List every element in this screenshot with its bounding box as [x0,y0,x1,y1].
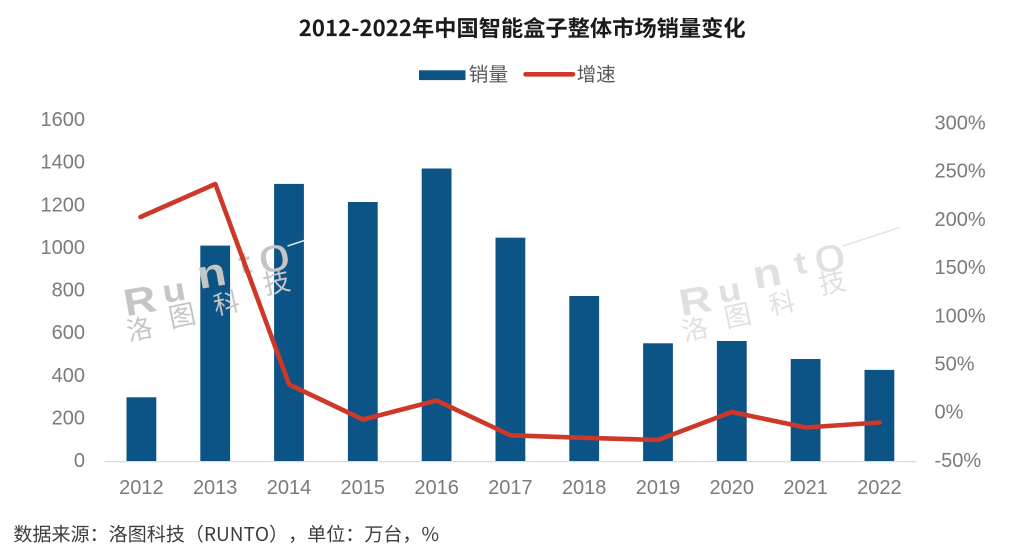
svg-text:1200: 1200 [41,194,86,216]
svg-text:0: 0 [74,450,85,472]
svg-text:2014: 2014 [267,477,312,499]
svg-text:150%: 150% [935,257,986,279]
svg-text:200: 200 [52,408,85,430]
svg-text:1000: 1000 [41,237,86,259]
svg-text:0%: 0% [935,402,964,424]
svg-text:2015: 2015 [341,477,386,499]
svg-text:2018: 2018 [562,477,607,499]
svg-text:800: 800 [52,280,85,302]
svg-text:2016: 2016 [414,477,459,499]
svg-text:400: 400 [52,365,85,387]
svg-text:-50%: -50% [935,450,982,472]
svg-text:50%: 50% [935,354,975,376]
svg-text:2020: 2020 [710,477,755,499]
svg-text:2013: 2013 [193,477,238,499]
svg-text:250%: 250% [935,161,986,183]
svg-text:2021: 2021 [783,477,828,499]
svg-text:1400: 1400 [41,152,86,174]
svg-text:200%: 200% [935,209,986,231]
svg-text:2019: 2019 [636,477,681,499]
svg-text:2017: 2017 [488,477,533,499]
svg-text:300%: 300% [935,113,986,135]
svg-text:600: 600 [52,322,85,344]
svg-text:2012: 2012 [119,477,164,499]
svg-text:100%: 100% [935,305,986,327]
svg-text:1600: 1600 [41,109,86,131]
svg-text:2022: 2022 [857,477,902,499]
